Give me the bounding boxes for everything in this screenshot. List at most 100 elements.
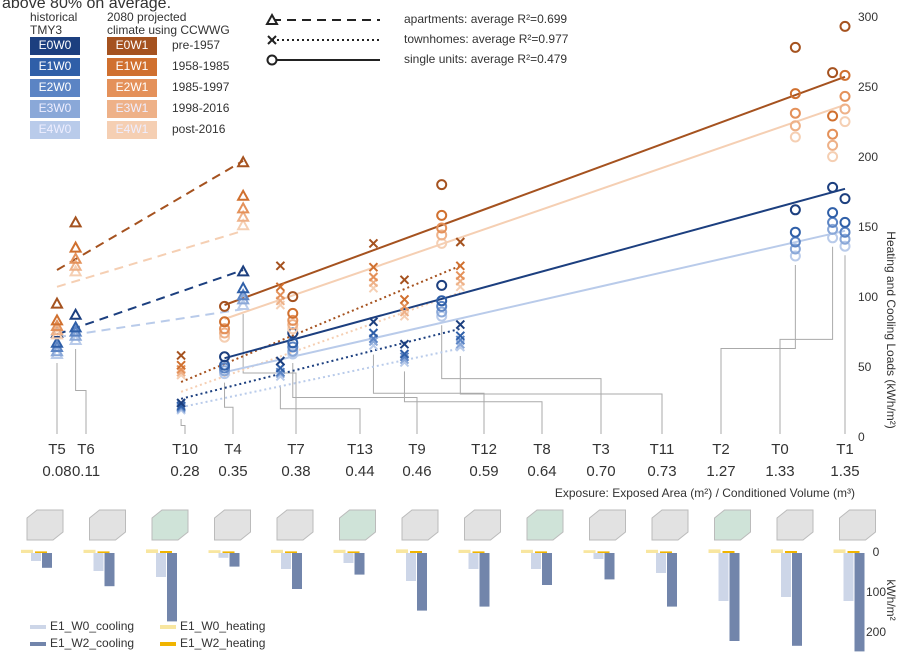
exposure-label: 1.33: [765, 463, 794, 480]
exposure-label: 0.08: [42, 463, 71, 480]
bar: [271, 549, 283, 553]
marker: [287, 327, 299, 339]
category-label: T0: [771, 441, 789, 458]
bar: [597, 551, 610, 553]
marker: [236, 201, 250, 214]
bar: [396, 549, 408, 553]
legend-period: pre-1957: [172, 38, 220, 52]
marker: [236, 297, 250, 310]
marker: [827, 207, 839, 219]
marker: [839, 116, 851, 128]
legend-swatch: [107, 37, 157, 55]
marker: [287, 345, 299, 357]
leader-line: [720, 265, 796, 434]
bar: [667, 553, 677, 607]
legend-period: 1985-1997: [172, 80, 230, 94]
bar: [333, 549, 346, 553]
legend-swatch: [107, 121, 157, 139]
marker: [839, 103, 851, 115]
bar: [146, 549, 158, 553]
category-label: T10: [172, 441, 198, 458]
legend-label: E1_W2_cooling: [50, 636, 134, 650]
marker: [236, 188, 250, 201]
marker: [275, 261, 286, 271]
category-label: T13: [347, 441, 373, 458]
marker: [455, 319, 466, 330]
legend-period: 1998-2016: [172, 101, 230, 115]
marker: [368, 238, 379, 249]
bar: [833, 549, 846, 553]
bar: [35, 551, 47, 553]
legend-swatch: [160, 625, 176, 629]
marker: [368, 328, 379, 338]
marker: [275, 356, 286, 366]
legend-swatch: [30, 58, 80, 76]
marker: [287, 319, 299, 331]
legend-swatch: [30, 625, 46, 629]
x-axis-title: Exposure: Exposed Area (m²) / Conditione…: [555, 486, 855, 500]
marker: [176, 350, 186, 361]
marker: [266, 54, 278, 66]
marker: [455, 331, 466, 341]
trend-line: [224, 103, 846, 320]
marker: [219, 316, 231, 328]
bar: [542, 553, 552, 585]
category-label: T9: [408, 441, 426, 458]
trend-line: [56, 308, 244, 339]
exposure-label: 0.70: [586, 463, 615, 480]
marker: [789, 204, 801, 216]
category-label: T4: [224, 441, 242, 458]
legend-label: E1_W0_cooling: [50, 619, 134, 633]
bar: [281, 553, 291, 569]
legend-header: historical: [30, 10, 77, 24]
trend-line: [56, 229, 244, 288]
marker: [275, 363, 286, 373]
marker: [236, 155, 250, 168]
category-label: T8: [533, 441, 551, 458]
y-tick-label: 200: [858, 150, 878, 164]
category-label: T3: [592, 441, 610, 458]
bar: [458, 549, 471, 553]
marker: [176, 401, 186, 411]
category-label: T7: [287, 441, 305, 458]
category-label: T12: [471, 441, 497, 458]
marker: [399, 294, 410, 305]
legend-label: E0W1: [116, 38, 149, 52]
marker: [827, 232, 839, 244]
marker: [839, 193, 851, 205]
marker: [265, 12, 279, 25]
marker: [236, 281, 250, 294]
bar: [646, 549, 658, 553]
marker: [436, 179, 448, 191]
marker: [789, 41, 801, 53]
legend-swatch: [107, 58, 157, 76]
bar: [406, 553, 416, 581]
legend-label: apartments: average R²=0.699: [404, 12, 567, 26]
marker: [436, 209, 448, 221]
legend-label: single units: average R²=0.479: [404, 52, 567, 66]
leader-line: [180, 419, 186, 434]
marker: [275, 282, 286, 292]
trend-line: [224, 187, 846, 360]
legend-label: E1_W2_heating: [180, 636, 265, 650]
building-icon: [776, 509, 814, 541]
leader-line: [779, 246, 834, 434]
bar: [722, 551, 735, 553]
bar: [229, 553, 240, 567]
bottom-y-axis-title: kWh/m²: [884, 579, 897, 620]
marker: [436, 310, 448, 322]
marker: [399, 352, 410, 362]
y-tick-label: 200: [866, 625, 886, 639]
marker: [219, 327, 231, 339]
legend-period: post-2016: [172, 122, 226, 136]
y-tick-label: 0: [873, 545, 880, 559]
marker: [68, 215, 83, 228]
bar: [218, 553, 229, 558]
marker: [839, 90, 851, 102]
y-tick-label: 50: [858, 360, 872, 374]
bar: [417, 553, 427, 611]
marker: [287, 337, 299, 349]
building-icon: [26, 509, 64, 541]
marker: [287, 341, 299, 353]
exposure-label: 0.46: [402, 463, 431, 480]
